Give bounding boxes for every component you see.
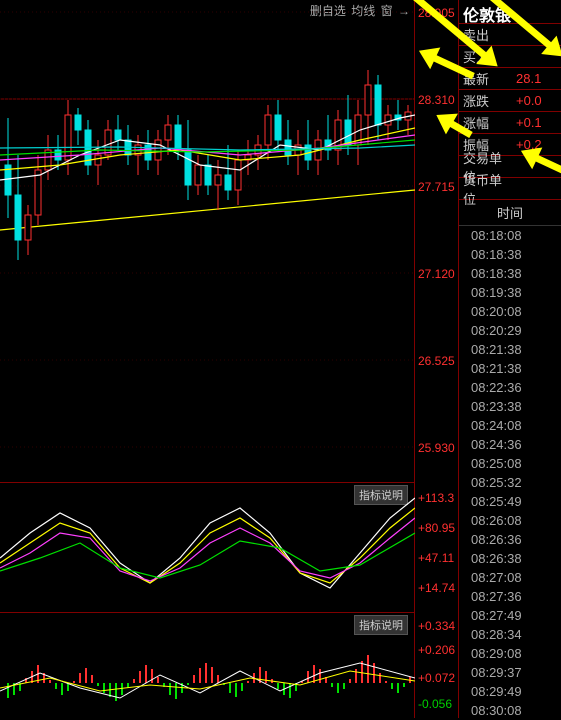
- time-item: 08:22:36: [463, 378, 557, 397]
- time-item: 08:18:08: [463, 226, 557, 245]
- main-candlestick-chart[interactable]: [0, 0, 414, 483]
- time-item: 08:18:38: [463, 245, 557, 264]
- ytick-main: 27.715: [418, 180, 455, 194]
- time-item: 08:26:08: [463, 511, 557, 530]
- data-value: 28.1: [514, 71, 541, 86]
- ytick-main: 25.930: [418, 441, 455, 455]
- time-item: 08:29:49: [463, 682, 557, 701]
- data-value: +0.0: [514, 93, 542, 108]
- ytick-sub2: +0.072: [418, 671, 455, 685]
- ytick-main: 26.525: [418, 354, 455, 368]
- time-item: 08:29:08: [463, 644, 557, 663]
- time-item: 08:23:38: [463, 397, 557, 416]
- chart-area: 删自选 均线 窗 → 指标说明 指标说明: [0, 0, 415, 718]
- time-item: 08:25:08: [463, 454, 557, 473]
- time-item: 08:20:29: [463, 321, 557, 340]
- sidebar: 伦敦银 卖出买入最新28.1涨跌+0.0涨幅+0.1振幅+0.2交易单位货币单位…: [459, 0, 561, 718]
- indicator-chart-2[interactable]: 指标说明: [0, 613, 414, 718]
- time-item: 08:25:49: [463, 492, 557, 511]
- time-item: 08:28:34: [463, 625, 557, 644]
- ytick-sub1: +14.74: [418, 581, 455, 595]
- ytick-sub2: +0.206: [418, 643, 455, 657]
- time-item: 08:30:08: [463, 701, 557, 720]
- time-item: 08:26:38: [463, 549, 557, 568]
- time-item: 08:21:38: [463, 340, 557, 359]
- time-item: 08:29:37: [463, 663, 557, 682]
- ytick-sub1: +80.95: [418, 521, 455, 535]
- time-item: 08:20:08: [463, 302, 557, 321]
- time-item: 08:26:36: [463, 530, 557, 549]
- time-item: 08:27:36: [463, 587, 557, 606]
- time-item: 08:25:32: [463, 473, 557, 492]
- data-value: +0.1: [514, 115, 542, 130]
- ytick-sub2: +0.334: [418, 619, 455, 633]
- ytick-main: 27.120: [418, 267, 455, 281]
- time-item: 08:27:08: [463, 568, 557, 587]
- time-item: 08:24:08: [463, 416, 557, 435]
- ytick-sub1: +113.3: [418, 491, 454, 505]
- time-item: 08:19:38: [463, 283, 557, 302]
- data-label: 货币单位: [459, 170, 514, 208]
- time-list: 08:18:0808:18:3808:18:3808:19:3808:20:08…: [459, 226, 561, 720]
- time-item: 08:21:38: [463, 359, 557, 378]
- time-item: 08:24:36: [463, 435, 557, 454]
- time-item: 08:27:49: [463, 606, 557, 625]
- time-item: 08:18:38: [463, 264, 557, 283]
- ytick-sub2: -0.056: [418, 697, 452, 711]
- ytick-sub1: +47.11: [418, 551, 454, 565]
- indicator-chart-1[interactable]: 指标说明: [0, 483, 414, 613]
